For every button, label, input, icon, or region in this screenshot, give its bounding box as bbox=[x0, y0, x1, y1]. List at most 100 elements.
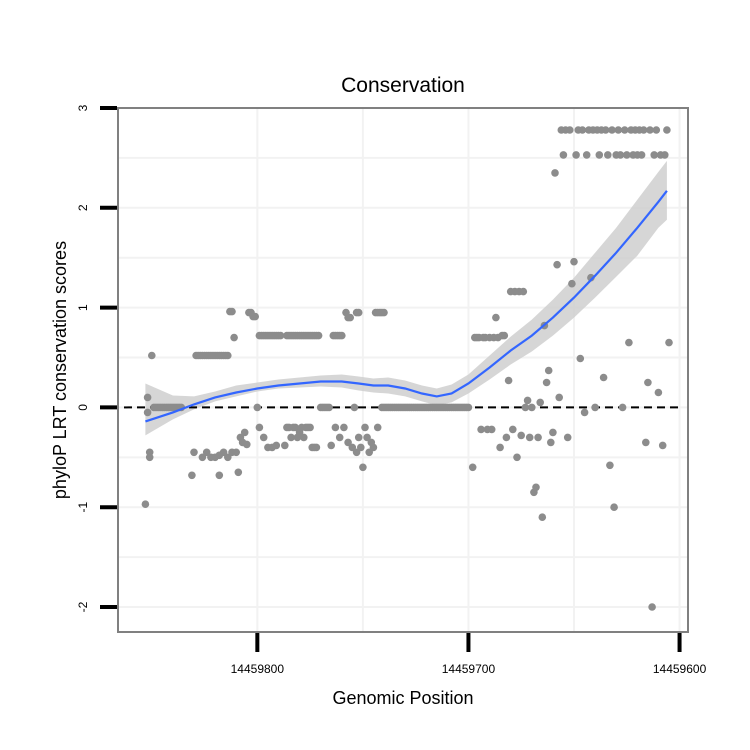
data-point bbox=[521, 403, 530, 412]
data-point bbox=[291, 423, 300, 432]
data-point bbox=[232, 448, 240, 457]
data-point bbox=[359, 463, 367, 472]
data-point bbox=[331, 423, 340, 432]
data-point bbox=[538, 513, 547, 521]
data-point bbox=[325, 403, 333, 412]
data-point bbox=[348, 443, 357, 452]
data-point bbox=[276, 331, 285, 340]
data-point bbox=[601, 126, 610, 134]
data-point bbox=[224, 351, 232, 360]
data-point bbox=[646, 126, 654, 134]
data-point bbox=[547, 438, 555, 447]
data-point bbox=[568, 279, 576, 288]
y-tick-label: 1 bbox=[76, 304, 90, 311]
data-point bbox=[625, 338, 633, 347]
x-axis: 14459800 14459700 14459600 bbox=[231, 633, 707, 676]
y-tick-label: -1 bbox=[76, 502, 90, 513]
y-tick-label: -2 bbox=[76, 601, 90, 612]
data-point bbox=[281, 441, 289, 450]
x-tick-label: 14459700 bbox=[442, 662, 496, 676]
data-point bbox=[477, 425, 485, 434]
data-point bbox=[357, 443, 365, 452]
data-point bbox=[369, 443, 378, 452]
data-point bbox=[312, 443, 321, 452]
data-point bbox=[464, 403, 473, 412]
data-point bbox=[616, 151, 625, 159]
data-point bbox=[287, 433, 295, 442]
data-point bbox=[661, 151, 669, 159]
data-point bbox=[517, 431, 525, 440]
data-point bbox=[335, 433, 344, 442]
data-point bbox=[658, 441, 667, 450]
data-point bbox=[373, 423, 382, 432]
data-point bbox=[340, 423, 348, 432]
data-point bbox=[190, 448, 198, 457]
x-tick-label: 14459600 bbox=[653, 662, 707, 676]
data-point bbox=[620, 126, 629, 134]
data-point bbox=[555, 393, 563, 402]
data-point bbox=[259, 433, 268, 442]
data-point bbox=[188, 471, 196, 480]
y-axis: -2 -1 0 1 2 3 bbox=[76, 104, 117, 612]
data-point bbox=[606, 461, 614, 470]
data-point bbox=[639, 126, 648, 134]
data-point bbox=[380, 308, 388, 317]
data-point bbox=[502, 433, 511, 442]
data-point bbox=[542, 378, 551, 387]
data-point bbox=[346, 313, 355, 322]
data-point bbox=[224, 453, 232, 462]
data-point bbox=[492, 313, 500, 322]
data-point bbox=[595, 151, 604, 159]
data-point bbox=[618, 403, 627, 412]
data-point bbox=[648, 603, 656, 611]
data-point bbox=[650, 151, 658, 159]
data-point bbox=[314, 331, 323, 340]
data-point bbox=[663, 126, 671, 134]
x-axis-label: Genomic Position bbox=[332, 688, 473, 708]
data-point bbox=[219, 448, 228, 457]
data-point bbox=[251, 312, 259, 321]
data-point bbox=[599, 373, 608, 382]
data-point bbox=[523, 396, 532, 405]
data-point bbox=[559, 151, 568, 159]
data-point bbox=[354, 308, 363, 317]
x-tick-label: 14459800 bbox=[231, 662, 285, 676]
data-point bbox=[253, 403, 262, 412]
data-point bbox=[468, 463, 477, 472]
data-point bbox=[570, 257, 578, 266]
data-point bbox=[637, 151, 646, 159]
data-point bbox=[534, 433, 542, 442]
data-point bbox=[215, 471, 224, 480]
data-point bbox=[549, 428, 557, 437]
data-point bbox=[496, 443, 504, 452]
data-point bbox=[591, 403, 599, 412]
y-tick-label: 2 bbox=[76, 204, 90, 211]
y-axis-label: phyloP LRT conservation scores bbox=[50, 241, 70, 499]
data-point bbox=[654, 388, 663, 397]
data-point bbox=[354, 433, 363, 442]
data-point bbox=[240, 428, 249, 437]
data-point bbox=[148, 351, 156, 360]
y-tick-label: 0 bbox=[76, 404, 90, 411]
data-point bbox=[536, 398, 544, 407]
data-point bbox=[202, 448, 211, 457]
data-point bbox=[141, 500, 150, 509]
data-point bbox=[572, 151, 580, 159]
data-point bbox=[532, 483, 540, 492]
data-point bbox=[198, 453, 207, 462]
confidence-band bbox=[145, 160, 667, 436]
data-point bbox=[578, 126, 587, 134]
data-point bbox=[509, 425, 517, 434]
data-point bbox=[344, 438, 352, 447]
data-point bbox=[610, 503, 618, 512]
data-point bbox=[500, 331, 509, 340]
data-point bbox=[519, 287, 528, 296]
data-point bbox=[487, 425, 496, 434]
data-point bbox=[551, 169, 559, 177]
data-point bbox=[563, 433, 572, 442]
data-point bbox=[644, 378, 652, 387]
smooth-trend-line bbox=[145, 190, 668, 423]
data-point bbox=[350, 403, 359, 412]
data-point bbox=[553, 260, 561, 269]
panel-background bbox=[118, 108, 688, 632]
